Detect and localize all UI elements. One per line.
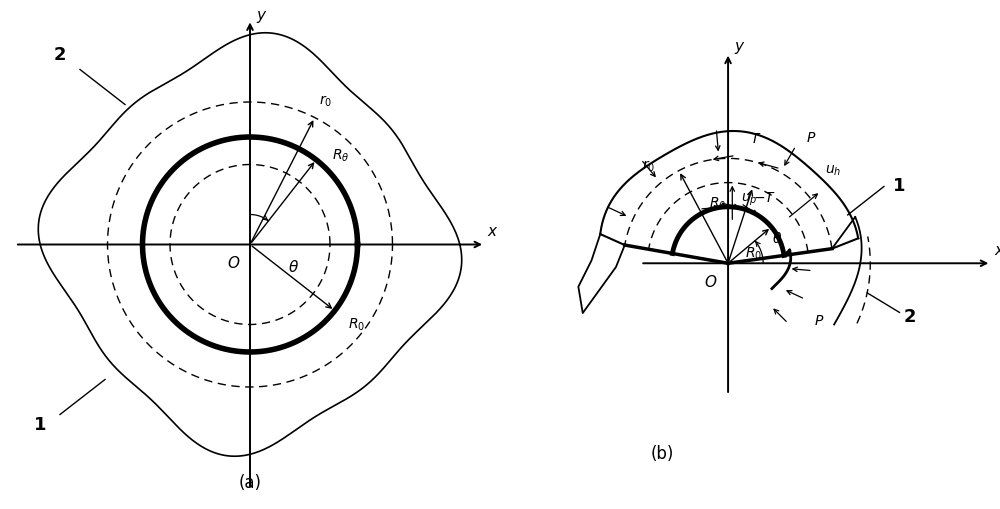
Text: $P$: $P$ — [806, 131, 816, 145]
Text: $\theta$: $\theta$ — [288, 260, 299, 275]
Text: $R_0$: $R_0$ — [745, 246, 763, 263]
Text: $R_0$: $R_0$ — [348, 317, 365, 333]
Text: $u_h$: $u_h$ — [825, 164, 841, 178]
Text: $y$: $y$ — [256, 9, 268, 25]
Text: $R_\theta$: $R_\theta$ — [709, 195, 727, 212]
Text: $O$: $O$ — [704, 274, 717, 290]
Text: $P$: $P$ — [814, 315, 824, 328]
Text: 1: 1 — [893, 178, 905, 195]
Text: $x$: $x$ — [994, 243, 1000, 258]
Text: (a): (a) — [239, 474, 262, 492]
Text: $-T$: $-T$ — [753, 191, 776, 205]
Text: $O$: $O$ — [227, 256, 240, 271]
Text: $x$: $x$ — [487, 223, 498, 239]
Text: $u_p$: $u_p$ — [741, 192, 758, 208]
Text: $y$: $y$ — [734, 40, 745, 56]
Text: 2: 2 — [54, 45, 66, 64]
Text: 1: 1 — [34, 415, 46, 434]
Text: $r_0$: $r_0$ — [319, 93, 332, 108]
Text: $\theta$: $\theta$ — [772, 231, 782, 246]
Text: $r_0$: $r_0$ — [642, 159, 655, 175]
Text: $R_\theta$: $R_\theta$ — [332, 148, 350, 164]
Text: (b): (b) — [651, 445, 674, 463]
Text: 2: 2 — [904, 308, 916, 326]
Text: $T$: $T$ — [750, 132, 762, 146]
